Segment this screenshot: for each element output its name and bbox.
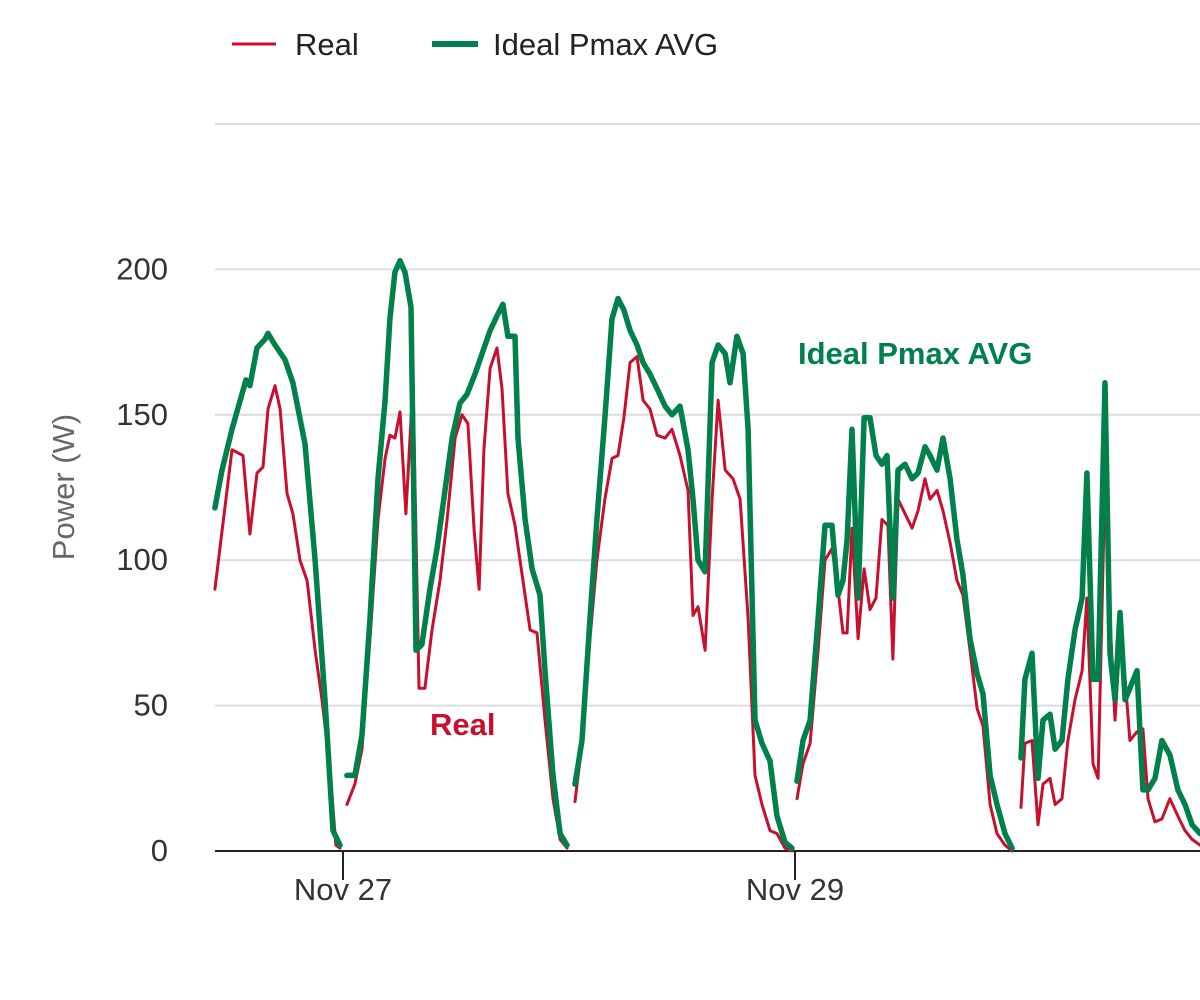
x-tick-label: Nov 27 bbox=[294, 872, 392, 907]
legend: Real Ideal Pmax AVG bbox=[232, 27, 718, 62]
series-lines bbox=[212, 257, 1200, 853]
y-tick-label: 200 bbox=[116, 251, 168, 286]
annotation-real: Real bbox=[430, 707, 495, 742]
series-line-ideal bbox=[212, 330, 343, 848]
series-line-ideal bbox=[572, 295, 795, 851]
series-line-ideal bbox=[1018, 380, 1200, 837]
y-tick-label: 100 bbox=[116, 542, 168, 577]
legend-item-ideal[interactable]: Ideal Pmax AVG bbox=[432, 27, 718, 62]
series-line-ideal bbox=[344, 257, 570, 848]
x-tick-label: Nov 29 bbox=[746, 872, 844, 907]
y-tick-label: 0 bbox=[151, 833, 168, 868]
annotation-ideal: Ideal Pmax AVG bbox=[798, 336, 1032, 371]
series-line-real bbox=[345, 346, 569, 850]
y-tick-label: 150 bbox=[116, 397, 168, 432]
y-axis-label: Power (W) bbox=[46, 414, 81, 560]
y-tick-labels: 0 50 100 150 200 bbox=[116, 251, 168, 868]
legend-label-real: Real bbox=[295, 27, 359, 62]
y-tick-label: 50 bbox=[134, 688, 168, 723]
series-line-ideal bbox=[794, 414, 1015, 851]
series-line-real bbox=[573, 355, 794, 853]
legend-label-ideal: Ideal Pmax AVG bbox=[493, 27, 718, 62]
legend-item-real[interactable]: Real bbox=[232, 27, 359, 62]
series-line-real bbox=[795, 477, 1014, 853]
